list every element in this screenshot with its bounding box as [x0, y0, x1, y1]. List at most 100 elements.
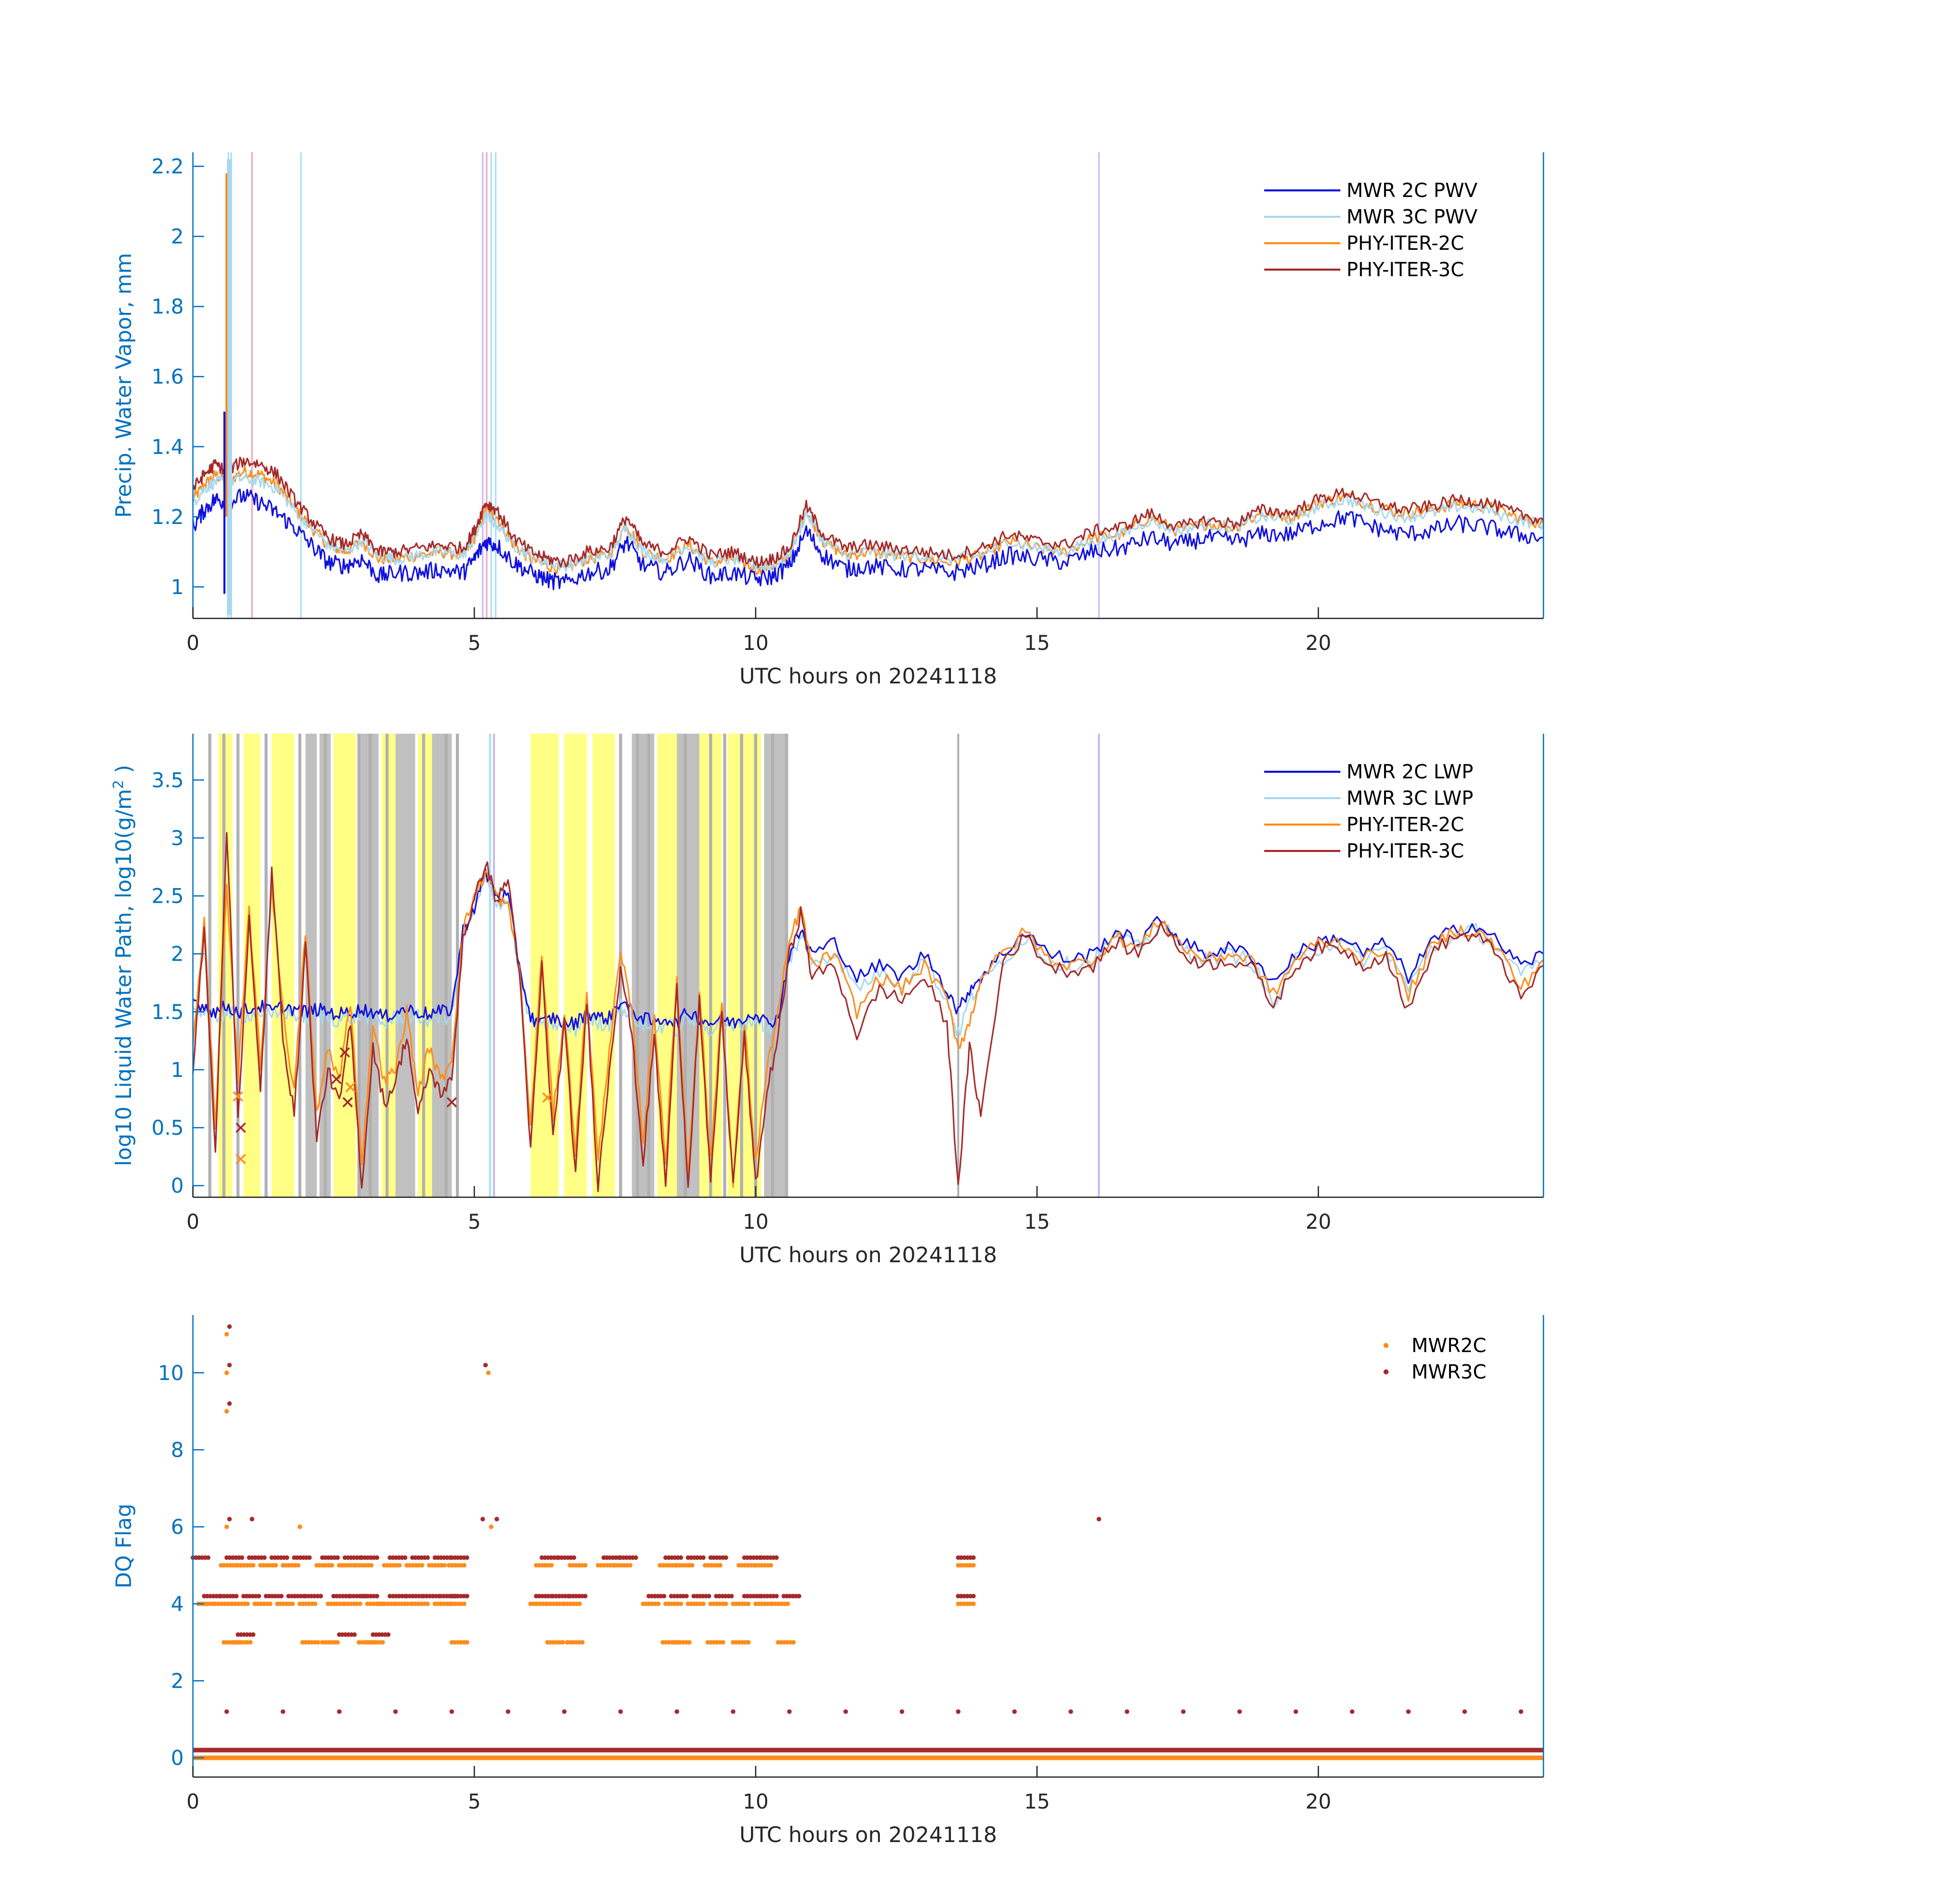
dq-x-tick-label: 10	[743, 1790, 769, 1814]
lwp-flag-band	[396, 734, 415, 1197]
dq-point-mwr3c	[701, 1555, 706, 1560]
dq-point-mwr2c	[290, 1601, 295, 1606]
lwp-legend-label: MWR 2C LWP	[1346, 761, 1473, 783]
lwp-flag-bands	[208, 734, 1100, 1197]
dq-point-mwr3c	[425, 1555, 430, 1560]
lwp-series-group	[192, 832, 1544, 1193]
lwp-flag-band	[564, 734, 587, 1197]
dq-y-tick-label: 10	[158, 1362, 184, 1385]
dq-point-mwr3c	[337, 1709, 342, 1714]
dq-point-mwr2c	[298, 1524, 303, 1529]
dq-point-mwr2c	[224, 1370, 229, 1375]
pwv-x-tick-label: 10	[743, 632, 769, 655]
dq-point-mwr2c	[465, 1640, 470, 1645]
dq-point-mwr3c	[227, 1324, 232, 1329]
lwp-flag-band	[632, 734, 654, 1197]
dq-point-mwr2c	[580, 1640, 585, 1645]
dq-point-mwr2c	[791, 1640, 796, 1645]
dq-point-mwr2c	[330, 1563, 335, 1568]
lwp-series-line-mwr-3c-lwp	[192, 871, 1544, 1037]
lwp-y-tick-label: 3	[171, 827, 184, 850]
lwp-x-tick-label: 15	[1024, 1210, 1050, 1234]
dq-point-mwr3c	[583, 1594, 588, 1599]
pwv-x-tick-label: 15	[1024, 632, 1050, 655]
dq-point-mwr3c	[375, 1555, 379, 1560]
dq-point-mwr3c	[971, 1555, 976, 1560]
dq-point-mwr2c	[380, 1640, 385, 1645]
dq-legend: MWR2C MWR3C	[1384, 1334, 1486, 1383]
lwp-x-markers	[233, 1047, 553, 1164]
dq-point-mwr3c	[723, 1555, 729, 1560]
lwp-y-tick-label: 2	[171, 943, 184, 966]
dq-point-mwr3c	[1519, 1709, 1524, 1714]
dq-point-mwr3c	[1181, 1709, 1186, 1714]
pwv-x-tick-label: 5	[468, 632, 480, 655]
pwv-legend-label: PHY-ITER-3C	[1346, 258, 1464, 281]
dq-point-mwr2c	[678, 1601, 683, 1606]
lwp-legend-label: PHY-ITER-2C	[1346, 813, 1464, 836]
dq-point-mwr2c	[560, 1640, 565, 1645]
pwv-y-tick-label: 2.2	[151, 155, 184, 179]
dq-point-mwr3c	[480, 1517, 485, 1522]
dq-point-mwr3c	[280, 1709, 285, 1714]
dq-point-mwr2c	[224, 1409, 229, 1414]
dq-point-mwr3c	[1462, 1709, 1467, 1714]
lwp-x-tick-label: 5	[468, 1210, 480, 1234]
dq-point-mwr3c	[706, 1594, 711, 1599]
dq-point-mwr3c	[262, 1555, 267, 1560]
lwp-x-marker	[446, 1097, 457, 1108]
lwp-y-axis-label-end: )	[111, 765, 136, 780]
pwv-y-axis-label: Precip. Water Vapor, mm	[111, 253, 136, 518]
pwv-series-line-phy-iter-3c	[192, 456, 1544, 569]
dq-point-mwr3c	[562, 1709, 567, 1714]
dq-point-mwr2c	[357, 1601, 363, 1606]
dq-point-mwr2c	[488, 1524, 493, 1529]
pwv-legend-label: MWR 2C PWV	[1346, 179, 1477, 202]
lwp-x-marker	[342, 1097, 353, 1108]
pwv-legend-label: MWR 3C PWV	[1346, 206, 1477, 228]
dq-point-mwr3c	[227, 1401, 232, 1406]
dq-legend-label: MWR2C	[1411, 1334, 1486, 1357]
lwp-flag-band	[272, 734, 294, 1197]
dq-point-mwr3c	[1068, 1709, 1073, 1714]
dq-point-mwr2c	[718, 1563, 723, 1568]
dq-point-mwr3c	[352, 1632, 357, 1637]
dq-point-mwr2c	[785, 1601, 791, 1606]
pwv-y-tick-label: 1.4	[151, 436, 184, 459]
dq-point-mwr3c	[662, 1594, 667, 1599]
pwv-series-line-phy-iter-2c	[192, 465, 1544, 575]
dq-point-mwr3c	[1012, 1709, 1017, 1714]
dq-point-mwr2c	[442, 1563, 447, 1568]
dq-point-mwr2c	[549, 1563, 554, 1568]
dq-point-mwr3c	[335, 1555, 340, 1560]
pwv-y-tick-label: 1.6	[151, 366, 184, 389]
dq-point-mwr3c	[506, 1709, 511, 1714]
dq-legend-label: MWR3C	[1411, 1361, 1486, 1383]
lwp-x-tick-label: 20	[1305, 1210, 1331, 1234]
dq-point-mwr3c	[227, 1517, 232, 1522]
lwp-x-axis-label: UTC hours on 20241118	[739, 1242, 997, 1267]
lwp-legend-label: MWR 3C LWP	[1346, 787, 1473, 809]
dq-point-mwr2c	[462, 1563, 467, 1568]
lwp-x-marker	[340, 1047, 350, 1058]
dq-point-mwr3c	[234, 1594, 239, 1599]
lwp-series-line-mwr-2c-lwp	[192, 868, 1544, 1031]
dq-point-mwr2c	[224, 1524, 229, 1529]
dq-point-mwr2c	[486, 1370, 491, 1375]
dq-point-mwr3c	[1125, 1709, 1130, 1714]
dq-point-mwr3c	[797, 1594, 802, 1599]
dq-point-mwr2c	[397, 1563, 402, 1568]
dq-point-mwr3c	[1096, 1517, 1101, 1522]
pwv-x-tick-label: 20	[1305, 632, 1331, 655]
dq-point-mwr3c	[307, 1555, 312, 1560]
lwp-flag-band	[677, 734, 700, 1197]
dq-point-mwr3c	[971, 1594, 976, 1599]
dq-point-mwr2c	[687, 1640, 692, 1645]
dq-y-tick-label: 6	[171, 1516, 184, 1539]
dq-axes: 0 5 10 15 20 0 2 4 6 8 10	[158, 1315, 1544, 1814]
dq-point-mwr2c	[335, 1640, 340, 1645]
dq-point-mwr3c	[227, 1363, 232, 1368]
dq-point-mwr3c	[731, 1709, 736, 1714]
